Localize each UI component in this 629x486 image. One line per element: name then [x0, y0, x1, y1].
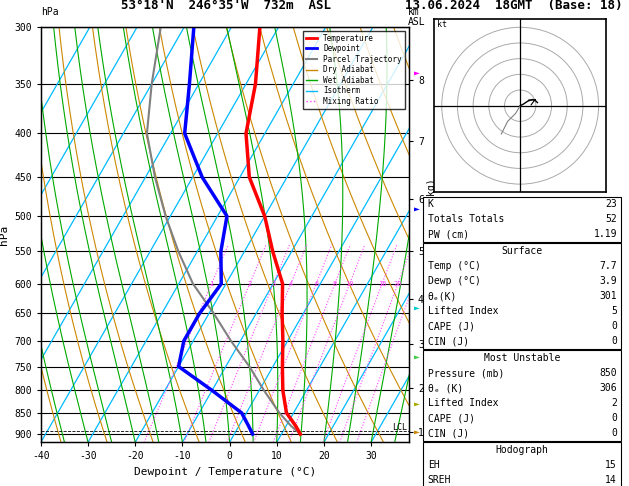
Text: 15: 15: [605, 460, 617, 470]
Text: LCL: LCL: [392, 423, 408, 432]
Text: ►: ►: [414, 427, 420, 437]
Text: Lifted Index: Lifted Index: [428, 306, 498, 316]
Text: PW (cm): PW (cm): [428, 229, 469, 240]
Text: kt: kt: [437, 20, 447, 29]
Text: K: K: [428, 199, 433, 209]
Text: 1: 1: [209, 281, 214, 287]
X-axis label: Dewpoint / Temperature (°C): Dewpoint / Temperature (°C): [134, 467, 316, 477]
Text: 6: 6: [314, 281, 318, 287]
Text: 4: 4: [289, 281, 293, 287]
Text: 23: 23: [605, 199, 617, 209]
Text: hPa: hPa: [41, 7, 58, 17]
Text: CAPE (J): CAPE (J): [428, 321, 475, 331]
Text: 10: 10: [345, 281, 354, 287]
Text: 306: 306: [599, 383, 617, 393]
Text: 3: 3: [271, 281, 276, 287]
Text: Surface: Surface: [501, 246, 542, 256]
Text: θₑ(K): θₑ(K): [428, 291, 457, 301]
Text: 0: 0: [611, 428, 617, 438]
Text: ASL: ASL: [408, 17, 425, 27]
Text: © weatheronline.co.uk: © weatheronline.co.uk: [508, 471, 621, 480]
Text: Totals Totals: Totals Totals: [428, 214, 504, 225]
Text: EH: EH: [428, 460, 440, 470]
Text: Hodograph: Hodograph: [495, 445, 548, 455]
Text: Temp (°C): Temp (°C): [428, 261, 481, 271]
Text: ►: ►: [414, 399, 420, 409]
Y-axis label: Mixing Ratio (g/kg): Mixing Ratio (g/kg): [426, 179, 437, 290]
Text: 13.06.2024  18GMT  (Base: 18): 13.06.2024 18GMT (Base: 18): [405, 0, 623, 12]
Text: 0: 0: [611, 321, 617, 331]
Text: θₑ (K): θₑ (K): [428, 383, 463, 393]
Text: 850: 850: [599, 368, 617, 378]
Legend: Temperature, Dewpoint, Parcel Trajectory, Dry Adiabat, Wet Adiabat, Isotherm, Mi: Temperature, Dewpoint, Parcel Trajectory…: [303, 31, 405, 109]
Text: 2: 2: [248, 281, 252, 287]
Text: 3.9: 3.9: [599, 276, 617, 286]
Text: 7.7: 7.7: [599, 261, 617, 271]
Text: ►: ►: [414, 68, 420, 78]
Text: ►: ►: [414, 303, 420, 312]
Text: 5: 5: [611, 306, 617, 316]
Text: 2: 2: [611, 398, 617, 408]
Text: ►: ►: [414, 351, 420, 362]
Text: 14: 14: [605, 475, 617, 485]
Text: 53°18'N  246°35'W  732m  ASL: 53°18'N 246°35'W 732m ASL: [121, 0, 331, 12]
Text: SREH: SREH: [428, 475, 451, 485]
Text: 20: 20: [394, 281, 402, 287]
Text: 1.19: 1.19: [594, 229, 617, 240]
Text: 0: 0: [611, 413, 617, 423]
Text: CAPE (J): CAPE (J): [428, 413, 475, 423]
Text: 16: 16: [378, 281, 386, 287]
Text: 52: 52: [605, 214, 617, 225]
Text: 0: 0: [611, 336, 617, 347]
Text: 8: 8: [333, 281, 337, 287]
Y-axis label: hPa: hPa: [0, 225, 9, 244]
Text: km: km: [408, 7, 420, 17]
Text: CIN (J): CIN (J): [428, 336, 469, 347]
Text: Lifted Index: Lifted Index: [428, 398, 498, 408]
Text: Pressure (mb): Pressure (mb): [428, 368, 504, 378]
Text: Most Unstable: Most Unstable: [484, 353, 560, 363]
Text: Dewp (°C): Dewp (°C): [428, 276, 481, 286]
Text: 301: 301: [599, 291, 617, 301]
Text: CIN (J): CIN (J): [428, 428, 469, 438]
Text: ►: ►: [414, 204, 420, 214]
